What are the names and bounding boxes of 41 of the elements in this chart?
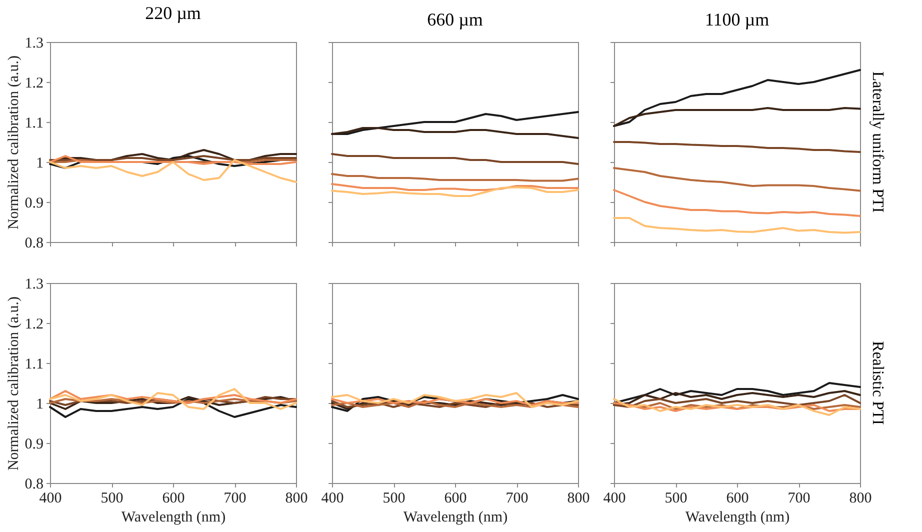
- x-tick-label: 800: [567, 490, 590, 506]
- y-tick-label: 1: [36, 396, 44, 412]
- x-tick-label: 400: [603, 490, 626, 506]
- y-tick-label: 1.3: [24, 276, 44, 292]
- x-tick-label: 500: [382, 490, 406, 506]
- y-tick-label: 0.9: [24, 436, 44, 452]
- x-tick-label: 800: [285, 490, 308, 506]
- text: Realistic PTI: [869, 341, 886, 425]
- x-axis-title: Wavelength (nm): [403, 510, 508, 526]
- x-tick-label: 700: [224, 490, 246, 506]
- y-tick-label: 1.3: [24, 36, 44, 52]
- y-tick-label: 1.2: [24, 76, 44, 92]
- chart-title: 660 µm: [427, 10, 483, 30]
- y-axis-title: Normalized calibration (a.u.): [6, 55, 22, 230]
- y-tick-label: 1.1: [24, 116, 44, 132]
- x-tick-label: 700: [788, 490, 810, 506]
- x-tick-label: 500: [664, 490, 688, 506]
- line-series: [49, 398, 297, 418]
- x-axis-title: Wavelength (nm): [685, 510, 790, 526]
- y-tick-label: 0.8: [24, 236, 44, 252]
- y-tick-label: 1: [36, 156, 44, 172]
- chart-title: 220 µm: [145, 3, 201, 23]
- line-series: [49, 390, 297, 404]
- text: Laterally uniform PTI: [869, 71, 886, 213]
- x-tick-label: 500: [100, 490, 124, 506]
- y-tick-label: 0.8: [24, 476, 44, 492]
- x-tick-label: 600: [726, 490, 749, 506]
- x-axis-title: Wavelength (nm): [121, 510, 226, 526]
- y-tick-label: 1.1: [24, 356, 44, 372]
- x-tick-label: 400: [39, 490, 62, 506]
- line-series: [49, 388, 297, 410]
- x-tick-label: 700: [506, 490, 528, 506]
- chart-title: 1100 µm: [704, 10, 770, 30]
- y-axis-title: Normalized calibration (a.u.): [6, 296, 22, 471]
- x-tick-label: 400: [321, 490, 344, 506]
- y-tick-label: 1.2: [24, 316, 44, 332]
- x-tick-label: 600: [444, 490, 467, 506]
- line-series: [49, 159, 297, 183]
- y-tick-label: 0.9: [24, 196, 44, 212]
- x-tick-label: 600: [162, 490, 185, 506]
- x-tick-label: 800: [849, 490, 872, 506]
